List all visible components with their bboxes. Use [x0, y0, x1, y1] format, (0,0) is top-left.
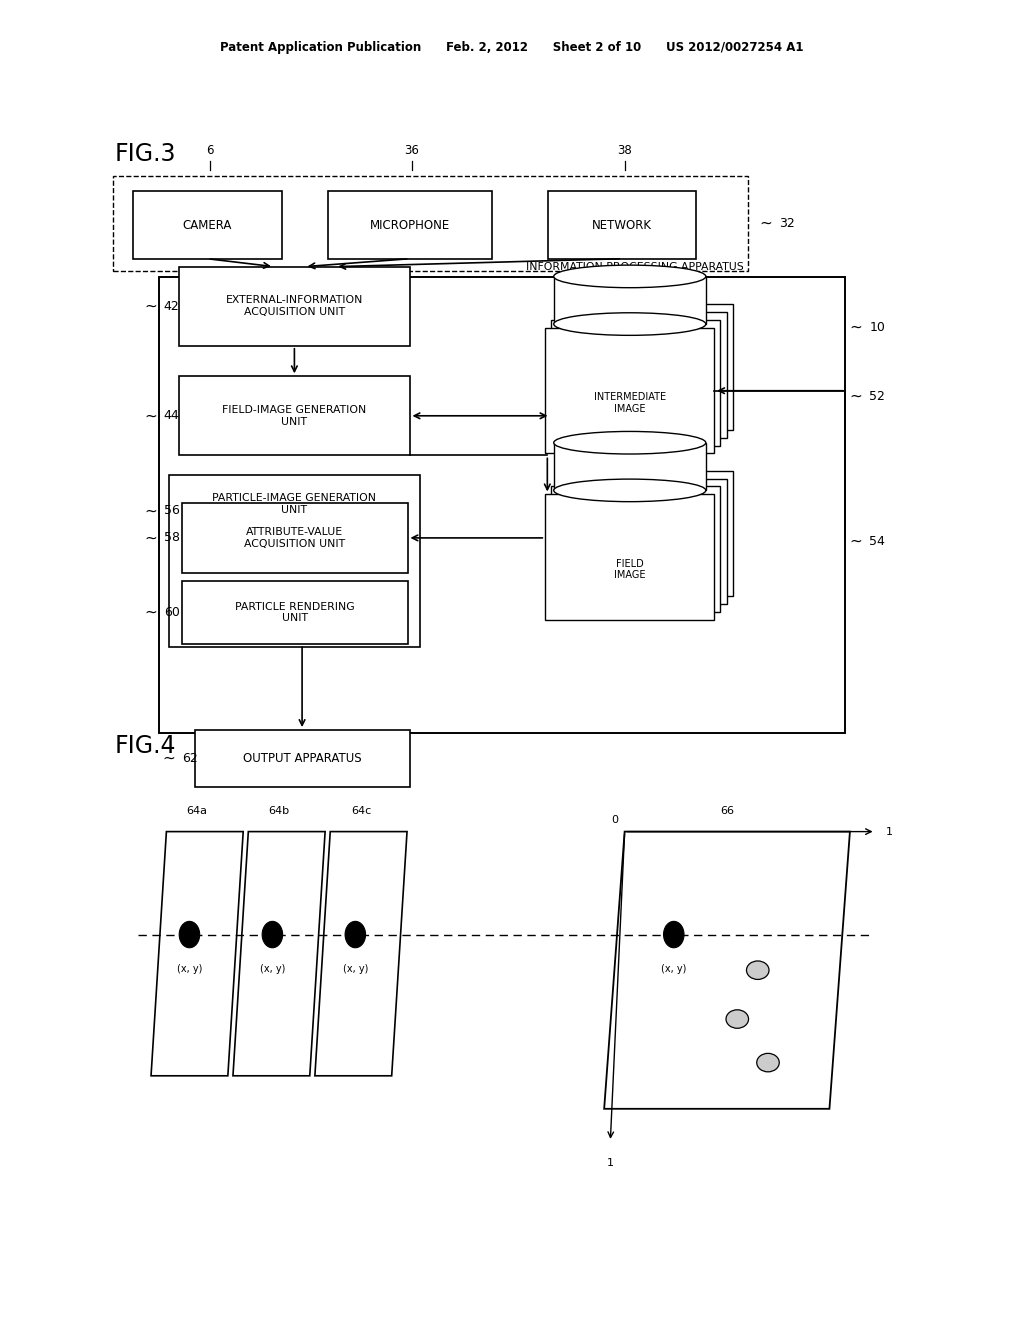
Bar [182, 503, 408, 573]
Bar [133, 191, 282, 259]
Bar [169, 475, 420, 647]
Text: 1: 1 [886, 826, 893, 837]
Text: CAMERA: CAMERA [182, 219, 232, 231]
Text: 32: 32 [779, 216, 795, 230]
Text: ~: ~ [850, 533, 862, 549]
Bar [554, 442, 706, 491]
Bar [545, 495, 715, 620]
Text: 0: 0 [611, 814, 617, 825]
Text: INTERMEDIATE
IMAGE: INTERMEDIATE IMAGE [594, 392, 666, 414]
Bar [113, 176, 748, 271]
Circle shape [179, 921, 200, 948]
Text: 56: 56 [164, 504, 180, 517]
Circle shape [262, 921, 283, 948]
Text: ~: ~ [144, 298, 157, 314]
Text: 64a: 64a [186, 805, 208, 816]
Text: 38: 38 [617, 144, 632, 157]
Text: EXTERNAL-INFORMATION
ACQUISITION UNIT: EXTERNAL-INFORMATION ACQUISITION UNIT [225, 296, 364, 317]
Text: 1: 1 [607, 1158, 613, 1168]
Text: NETWORK: NETWORK [592, 219, 652, 231]
Text: FIELD
IMAGE: FIELD IMAGE [614, 558, 645, 581]
Text: (x, y): (x, y) [662, 964, 686, 974]
Polygon shape [604, 832, 850, 1109]
Bar [328, 191, 492, 259]
Bar [551, 321, 721, 446]
Text: 36: 36 [404, 144, 419, 157]
Text: Patent Application Publication      Feb. 2, 2012      Sheet 2 of 10      US 2012: Patent Application Publication Feb. 2, 2… [220, 41, 804, 54]
Text: ~: ~ [163, 751, 175, 766]
Text: ~: ~ [144, 503, 157, 519]
Bar [563, 305, 733, 430]
Text: ~: ~ [850, 319, 862, 335]
Bar [179, 376, 410, 455]
Text: ~: ~ [760, 215, 772, 231]
Text: 42: 42 [164, 300, 179, 313]
Text: 64b: 64b [268, 805, 290, 816]
Ellipse shape [726, 1010, 749, 1028]
Polygon shape [315, 832, 407, 1076]
Ellipse shape [746, 961, 769, 979]
Text: 60: 60 [164, 606, 180, 619]
Ellipse shape [554, 432, 706, 454]
Text: (x, y): (x, y) [260, 964, 285, 974]
Ellipse shape [554, 479, 706, 502]
Text: ~: ~ [850, 388, 862, 404]
Text: 44: 44 [164, 409, 179, 422]
Text: 10: 10 [869, 321, 886, 334]
Ellipse shape [554, 265, 706, 288]
Polygon shape [152, 832, 244, 1076]
Text: 52: 52 [869, 389, 886, 403]
Bar [159, 277, 845, 733]
Bar [179, 267, 410, 346]
Polygon shape [233, 832, 326, 1076]
Text: (x, y): (x, y) [343, 964, 368, 974]
Ellipse shape [554, 313, 706, 335]
Bar [195, 730, 410, 787]
Text: FIG.3: FIG.3 [115, 143, 176, 166]
Text: 58: 58 [164, 532, 180, 544]
Text: 6: 6 [206, 144, 214, 157]
Ellipse shape [757, 1053, 779, 1072]
Text: ~: ~ [144, 408, 157, 424]
Bar [182, 581, 408, 644]
Text: MICROPHONE: MICROPHONE [370, 219, 450, 231]
Text: 64c: 64c [351, 805, 371, 816]
Text: PARTICLE RENDERING
UNIT: PARTICLE RENDERING UNIT [236, 602, 354, 623]
Circle shape [345, 921, 366, 948]
Bar [563, 471, 733, 597]
Text: PARTICLE-IMAGE GENERATION
UNIT: PARTICLE-IMAGE GENERATION UNIT [212, 494, 377, 515]
Text: 66: 66 [720, 805, 734, 816]
Bar [557, 479, 727, 605]
Bar [548, 191, 696, 259]
Text: FIELD-IMAGE GENERATION
UNIT: FIELD-IMAGE GENERATION UNIT [222, 405, 367, 426]
Text: 54: 54 [869, 535, 886, 548]
Text: FIG.4: FIG.4 [115, 734, 176, 758]
Text: INFORMATION PROCESSING APPARATUS: INFORMATION PROCESSING APPARATUS [526, 261, 743, 272]
Text: (x, y): (x, y) [177, 964, 202, 974]
Text: 62: 62 [182, 752, 198, 764]
Bar [554, 276, 706, 325]
Text: ~: ~ [144, 605, 157, 620]
Bar [545, 329, 715, 454]
Circle shape [664, 921, 684, 948]
Bar [551, 487, 721, 612]
Text: ~: ~ [144, 531, 157, 545]
Text: OUTPUT APPARATUS: OUTPUT APPARATUS [243, 752, 361, 764]
Text: ATTRIBUTE-VALUE
ACQUISITION UNIT: ATTRIBUTE-VALUE ACQUISITION UNIT [245, 527, 345, 549]
Bar [557, 313, 727, 438]
